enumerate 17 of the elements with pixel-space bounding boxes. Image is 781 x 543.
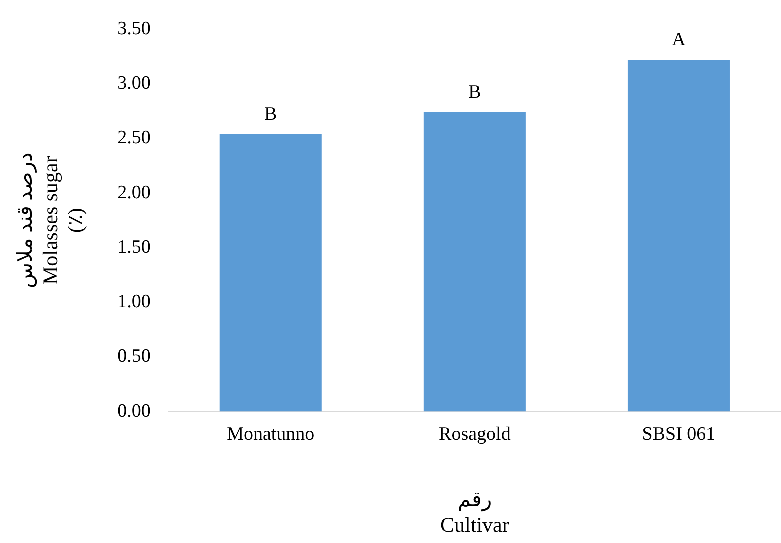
y-tick-label: 2.00 xyxy=(118,182,151,204)
annotation: B xyxy=(468,82,482,103)
x-tick-label: Monatunno xyxy=(227,424,315,446)
y-tick-label: 0.50 xyxy=(118,346,151,368)
annotation: A xyxy=(672,29,686,50)
bar xyxy=(628,60,730,412)
y-tick-label: 1.50 xyxy=(118,236,151,258)
y-tick-label: 1.00 xyxy=(118,292,151,313)
y-tick-label: 3.50 xyxy=(118,18,151,40)
y-tick-label: 0.00 xyxy=(118,400,151,422)
bar xyxy=(424,112,526,412)
bar xyxy=(220,134,322,412)
y-tick-label: 3.00 xyxy=(118,73,151,94)
x-tick-label: SBSI 061 xyxy=(642,424,716,446)
x-tick-label: Rosagold xyxy=(439,424,512,446)
y-tick-label: 2.50 xyxy=(118,128,151,149)
annotation: B xyxy=(264,104,278,125)
